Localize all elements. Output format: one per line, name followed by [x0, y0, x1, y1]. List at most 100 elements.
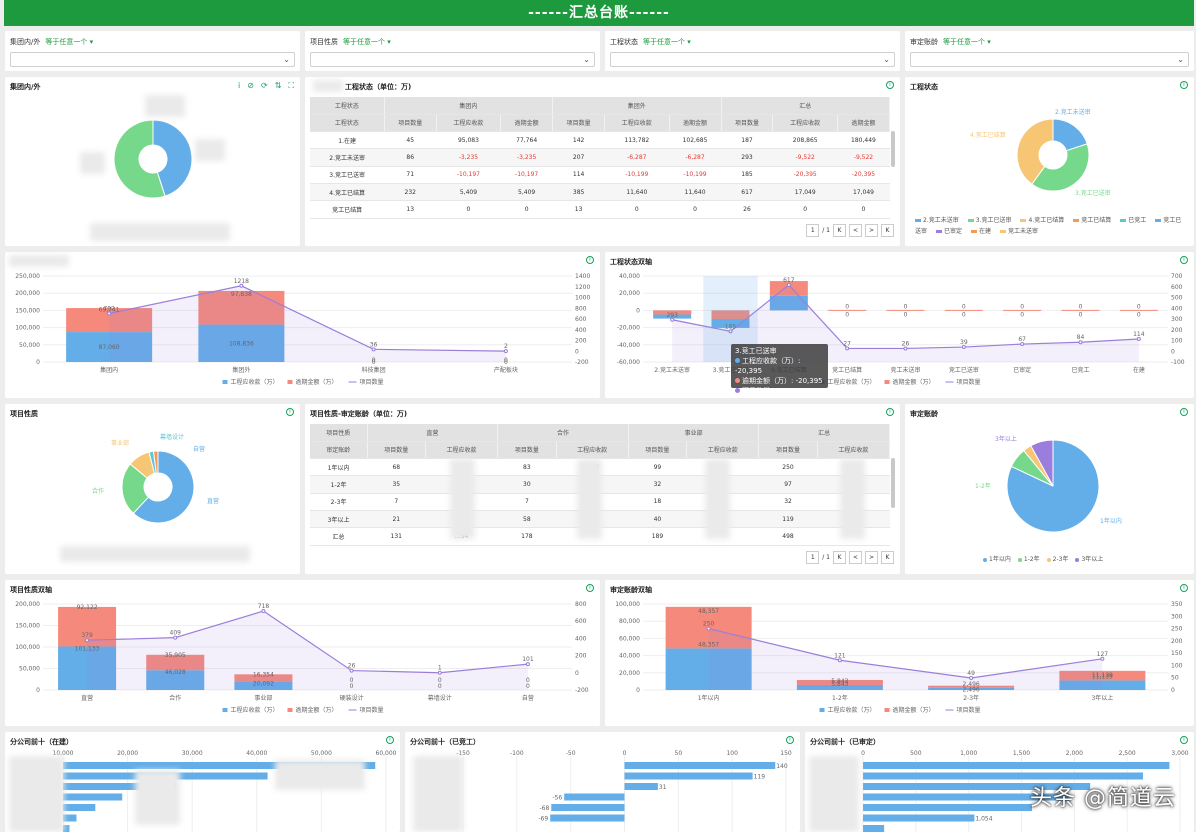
table-column-header[interactable]: 工程应收款 [772, 114, 838, 133]
table-column-header[interactable]: 工程应收款 [604, 114, 670, 133]
y-tick-label: -60,000 [617, 359, 640, 366]
bar-value-label: 0 [372, 357, 376, 364]
table-column-header[interactable]: 项目数量 [758, 441, 818, 460]
table-group-header: 集团外 [552, 97, 722, 115]
next-page-button[interactable]: > [865, 223, 878, 237]
last-page-button[interactable]: K [881, 550, 894, 564]
table-column-header[interactable]: 项目数量 [367, 441, 426, 460]
info-icon[interactable]: i [886, 81, 894, 89]
legend-item[interactable]: 在建 [971, 228, 991, 235]
info-icon[interactable]: i [886, 408, 894, 416]
bar-overdue [796, 679, 883, 685]
table-column-header[interactable]: 逾期金额 [669, 114, 722, 133]
table-row[interactable]: 1.在建 45 95,083 77,764 142 113,782 102,685 187 20… [310, 131, 890, 150]
page-input[interactable]: 1 [806, 550, 820, 564]
legend-item[interactable]: 已审定 [936, 228, 962, 235]
x-tick-label: -50 [566, 750, 576, 757]
info-icon[interactable]: i [586, 584, 594, 592]
table-column-header[interactable]: 项目数量 [721, 114, 774, 133]
bar-overdue [146, 654, 205, 671]
bar-overdue [234, 674, 293, 682]
slice-label: 合作 [92, 487, 104, 495]
filter-mode-dropdown[interactable]: 等于任意一个 ▾ [343, 38, 391, 46]
filter-select-inout[interactable]: ⌄ [10, 52, 295, 67]
info-icon[interactable]: i [386, 736, 394, 744]
table-column-header[interactable]: 逾期金额 [500, 114, 554, 133]
table-column-header[interactable]: 工程应收款 [436, 114, 502, 133]
table-column-header[interactable]: 工程应收款 [686, 441, 760, 460]
prev-page-button[interactable]: < [849, 223, 862, 237]
slice-label: 事业部 [111, 439, 129, 447]
filter-mode-dropdown[interactable]: 等于任意一个 ▾ [943, 38, 991, 46]
filter-mode-dropdown[interactable]: 等于任意一个 ▾ [45, 38, 94, 46]
bar-value-label: 0 [904, 303, 908, 310]
legend-item[interactable]: 3.竞工已送审 [967, 217, 1011, 224]
legend-item[interactable]: 竞工已送审 [915, 217, 1182, 235]
bar-value-label: 0 [504, 359, 508, 366]
y2-tick-label: 200 [575, 338, 587, 345]
table-row[interactable]: 3年以上 21 58 40 119 [310, 510, 890, 529]
info-icon[interactable]: i [1180, 408, 1188, 416]
next-page-button[interactable]: > [865, 550, 878, 564]
table-row[interactable]: 3.竞工已送审 71 -10,197 -10,197 114 -10,199 -10,199… [310, 166, 890, 184]
scrollbar[interactable] [891, 131, 895, 167]
table-cell: 13 [384, 200, 437, 219]
table-column-header[interactable]: 工程应收款 [817, 441, 891, 460]
table-column-header[interactable]: 逾期金额 [837, 114, 891, 133]
expand-icon[interactable]: ⛶ [288, 81, 294, 90]
bar [863, 762, 1170, 769]
table-column-header[interactable]: 工程状态 [310, 114, 385, 133]
first-page-button[interactable]: K [833, 223, 846, 237]
legend-item[interactable]: 已竞工 [1120, 217, 1146, 224]
info-icon[interactable]: i [1180, 81, 1188, 89]
last-page-button[interactable]: K [881, 223, 894, 237]
table-column-header[interactable]: 审定账龄 [310, 441, 368, 460]
table-column-header[interactable]: 工程应收款 [425, 441, 499, 460]
legend-item[interactable]: 竞工未送审 [1000, 228, 1038, 235]
legend-item[interactable]: 3年以上 [1075, 556, 1103, 563]
refresh-icon[interactable]: ⟳ [260, 81, 268, 90]
filter-select-age[interactable]: ⌄ [910, 52, 1189, 67]
table-row[interactable]: 4.竞工已结算 232 5,409 5,409 385 11,640 11,640 617 17… [310, 183, 890, 202]
filter-icon[interactable]: ⇅ [274, 81, 282, 90]
legend-item[interactable]: 1年以内 [983, 556, 1011, 563]
legend-item[interactable]: 4.竞工已结算 [1020, 217, 1064, 224]
legend-item[interactable]: 竞工已结算 [1073, 217, 1111, 224]
prev-page-button[interactable]: < [849, 550, 862, 564]
pin-icon[interactable]: ⊘ [247, 81, 254, 90]
table-row[interactable]: 2.竞工未送审 86 -3,235 -3,235 207 -6,287 -6,287 293-… [310, 148, 890, 167]
table-column-header[interactable]: 工程应收款 [556, 441, 629, 460]
table-column-header[interactable]: 项目数量 [628, 441, 688, 460]
table-row[interactable]: 竞工已结算 13 0 0 13 0 0 26 0 0 [310, 200, 890, 219]
table-column-header[interactable]: 项目数量 [497, 441, 557, 460]
table-column-header[interactable]: 项目数量 [552, 114, 606, 133]
info-icon[interactable]: i [1180, 736, 1188, 744]
y-tick-label: 40,000 [619, 653, 640, 660]
filter-mode-dropdown[interactable]: 等于任意一个 ▾ [643, 38, 691, 46]
info-icon[interactable]: i [1180, 584, 1188, 592]
info-icon[interactable]: i [238, 81, 241, 90]
info-icon[interactable]: i [786, 736, 794, 744]
filter-select-nature[interactable]: ⌄ [310, 52, 595, 67]
info-icon[interactable]: i [586, 256, 594, 264]
info-icon[interactable]: i [286, 408, 294, 416]
count-label: 114 [1133, 331, 1145, 338]
first-page-button[interactable]: K [833, 550, 846, 564]
info-icon[interactable]: i [1180, 256, 1188, 264]
x-tick-label: 2-3年 [963, 694, 979, 702]
y-tick-label: 20,000 [619, 670, 640, 677]
legend-item[interactable]: 2-3年 [1046, 556, 1068, 563]
legend-item[interactable]: 1-2年 [1017, 556, 1040, 563]
chevron-down-icon: ⌄ [283, 55, 290, 64]
panel-top10-completed: 分公司前十（已竞工） i -150 -100 -50 0 50 100 150 140 119 3… [405, 732, 800, 832]
page-input[interactable]: 1 [806, 223, 820, 237]
table-cell: 113,782 [604, 131, 670, 150]
table-cell: -6,287 [669, 148, 721, 167]
blurred-labels [135, 770, 180, 825]
scrollbar[interactable] [891, 458, 895, 508]
filter-select-status[interactable]: ⌄ [610, 52, 895, 67]
legend-item[interactable]: 2.竞工未送审 [915, 217, 959, 224]
table-column-header[interactable]: 项目数量 [384, 114, 437, 133]
